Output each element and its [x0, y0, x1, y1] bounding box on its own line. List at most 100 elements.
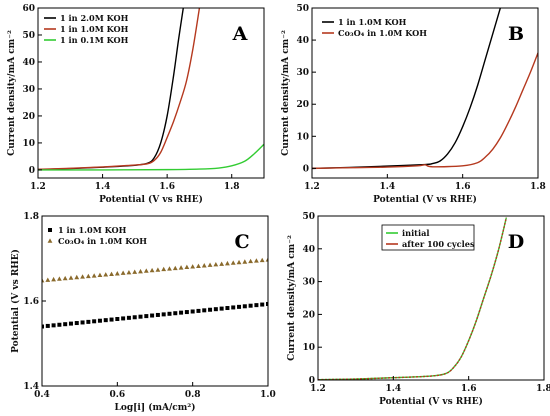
data-point-square: [150, 313, 155, 318]
y-tick-label: 0: [309, 376, 315, 386]
legend-label: 1 in 1.0M KOH: [60, 24, 129, 34]
legend-label: 1 in 1.0M KOH: [58, 225, 127, 235]
legend-label: 1 in 2.0M KOH: [60, 13, 129, 23]
y-tick-label: 30: [22, 85, 35, 95]
y-axis-label: Current density/mA cm⁻²: [287, 235, 297, 361]
panel-c: 0.4 0.6 0.8 1.0 1.4 1.6 1.8 Log[i] (mA/cm²) Pote…: [10, 212, 276, 413]
data-point-triangle: [219, 261, 225, 266]
y-tick-label: 0: [29, 166, 35, 176]
data-point-triangle: [85, 273, 91, 279]
data-point-square: [248, 303, 253, 308]
data-point-square: [115, 316, 120, 321]
x-tick-label: 0.4: [34, 390, 50, 400]
x-tick-label: 1.6: [455, 182, 471, 192]
series-group: [38, 8, 264, 171]
legend-box: [381, 224, 475, 251]
data-point-square: [260, 302, 265, 307]
legend-label: Co₃O₄ in 1.0M KOH: [338, 28, 427, 38]
data-point-triangle: [109, 271, 114, 276]
data-point-triangle: [143, 268, 149, 273]
data-point-triangle: [242, 259, 248, 264]
x-tick-label: 1.6: [461, 384, 477, 394]
panel-d: 1.2 1.4 1.6 1.8 0 10 20 30 40 50 Potential (V vs R…: [287, 212, 550, 407]
data-point-triangle: [178, 265, 184, 270]
y-axis-label: Current density/mA cm⁻²: [281, 30, 291, 156]
x-tick-label: 1.8: [530, 182, 546, 192]
y-tick-label: 20: [302, 310, 315, 320]
data-point-square: [109, 317, 114, 322]
data-point-triangle: [138, 268, 143, 274]
data-point-square: [219, 306, 224, 311]
data-point-square: [63, 322, 68, 327]
data-point-triangle: [120, 270, 126, 275]
data-point-square: [80, 320, 85, 325]
legend-marker-square: [48, 228, 52, 232]
y-tick-label: 30: [296, 68, 309, 78]
data-point-square: [51, 323, 56, 328]
data-point-triangle: [161, 266, 167, 272]
x-tick-label: 1.4: [385, 384, 401, 394]
data-point-triangle: [254, 258, 259, 263]
y-tick-label: 50: [22, 31, 35, 41]
y-tick-label: 1.6: [23, 297, 39, 307]
panel-a: 1.2 1.4 1.6 1.8 0 10 20 30 40 50 60 Potential (V vs…: [7, 4, 265, 205]
data-point-square: [74, 321, 79, 326]
data-point-triangle: [74, 274, 80, 280]
data-point-triangle: [56, 276, 62, 281]
legend-label: after 100 cycles: [402, 239, 475, 249]
x-tick-label: 0.8: [185, 390, 201, 400]
x-tick-label: 1.0: [260, 390, 276, 400]
data-point-square: [57, 322, 62, 327]
series-line: [38, 143, 264, 171]
data-point-triangle: [103, 272, 109, 277]
data-point-square: [242, 304, 247, 309]
y-tick-label: 60: [22, 4, 35, 14]
data-point-square: [132, 315, 137, 320]
x-tick-label: 1.8: [224, 182, 240, 192]
plot-frame: [317, 215, 545, 381]
y-tick-label: 10: [22, 139, 35, 149]
data-point-triangle: [236, 259, 242, 265]
y-tick-label: 20: [22, 112, 35, 122]
y-tick-label: 1.4: [23, 382, 39, 392]
x-tick-label: 1.6: [159, 182, 175, 192]
y-tick-label: 10: [296, 132, 309, 142]
data-point-triangle: [91, 273, 97, 278]
data-point-square: [45, 323, 50, 328]
y-tick-label: 1.8: [23, 212, 39, 222]
data-point-triangle: [126, 269, 132, 275]
data-point-square: [254, 303, 259, 308]
data-point-square: [138, 314, 143, 319]
data-point-square: [97, 318, 102, 323]
data-point-triangle: [207, 262, 213, 267]
data-point-triangle: [265, 257, 268, 262]
data-point-triangle: [201, 263, 207, 268]
data-point-square: [68, 321, 73, 326]
data-point-triangle: [248, 258, 254, 264]
y-tick-label: 30: [302, 278, 315, 288]
data-point-square: [179, 310, 184, 315]
data-point-square: [92, 319, 97, 324]
data-point-square: [173, 311, 178, 316]
data-point-square: [202, 308, 207, 313]
data-point-triangle: [259, 257, 265, 263]
y-tick-label: 50: [296, 4, 309, 14]
plot-frame: [37, 7, 265, 179]
y-tick-label: 40: [302, 245, 315, 255]
panel-letter: C: [234, 231, 249, 253]
y-axis-label: Potential (V vs RHE): [10, 249, 21, 353]
series-line: [312, 52, 538, 170]
data-point-triangle: [51, 276, 56, 282]
legend-label: initial: [402, 228, 429, 238]
panel-letter: A: [232, 23, 248, 45]
x-axis-label: Potential (V vs RHE): [373, 194, 477, 205]
data-point-square: [121, 316, 126, 321]
data-point-triangle: [45, 277, 51, 282]
y-tick-label: 40: [296, 36, 309, 46]
data-point-triangle: [190, 264, 196, 269]
data-point-triangle: [167, 266, 172, 271]
